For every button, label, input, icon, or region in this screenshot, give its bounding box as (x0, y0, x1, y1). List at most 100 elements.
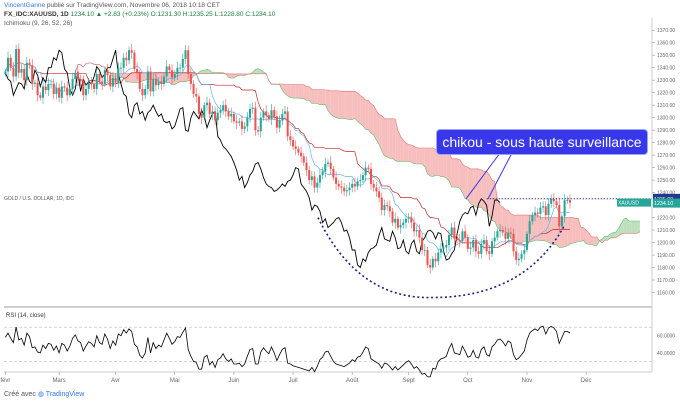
candle-body (238, 121, 241, 123)
candle-body (267, 115, 270, 119)
candle-body (262, 111, 265, 118)
brand-name[interactable]: TradingView (45, 391, 85, 398)
cloud-segment (309, 86, 312, 104)
candle-body (413, 222, 416, 232)
candle-body (184, 50, 187, 59)
x-tick-label: Oct (463, 378, 473, 384)
candle-body (501, 230, 504, 233)
candle-body (95, 73, 98, 89)
cloud-segment (282, 83, 285, 94)
candle-body (211, 111, 214, 114)
cloud-segment (298, 84, 302, 99)
candle-body (227, 111, 230, 117)
cloud-segment (354, 91, 358, 122)
candle-body (273, 110, 276, 117)
cloud-segment (384, 118, 388, 157)
candle-body (302, 156, 305, 163)
candle-body (58, 87, 61, 98)
candle-body (71, 78, 74, 89)
cloud-segment (338, 90, 342, 119)
candle-body (154, 78, 157, 86)
candle-body (372, 183, 375, 188)
cloud-segment (540, 217, 544, 241)
candle-body (517, 258, 520, 261)
cloud-segment (432, 147, 436, 177)
candle-body (490, 241, 494, 254)
candle-body (482, 240, 485, 244)
publish-text: publié sur TradingView.com, Novembre 06,… (46, 2, 220, 9)
candle-body (367, 167, 370, 169)
candle-body (47, 83, 50, 91)
cloud-segment (427, 147, 431, 176)
cloud-segment (518, 215, 522, 243)
candle-body (4, 71, 7, 74)
candle-body (480, 243, 483, 254)
candle-body (15, 48, 18, 77)
cloud-segment (379, 114, 382, 151)
cloud-segment (381, 115, 385, 156)
candle-body (165, 66, 168, 77)
candle-body (507, 232, 510, 239)
cloud-segment (344, 91, 347, 119)
cloud-segment (615, 228, 619, 238)
x-tick-label: Sept (402, 378, 415, 384)
candle-body (421, 237, 424, 251)
candle-body (329, 162, 332, 169)
candle-body (297, 148, 300, 153)
candle-body (399, 225, 402, 228)
candle-body (33, 82, 36, 84)
cloud-segment (438, 149, 441, 177)
candle-body (39, 95, 42, 98)
cloud-segment (567, 217, 570, 246)
candle-body (335, 177, 338, 184)
y-tick-label: 1260.00 (657, 166, 675, 172)
candle-body (28, 62, 31, 66)
y-tick-label: 1170.00 (657, 278, 675, 284)
cloud-segment (569, 217, 573, 244)
candle-body (499, 230, 502, 232)
candle-body (152, 78, 155, 92)
candle-body (361, 175, 364, 181)
candle-body (171, 70, 174, 78)
candle-body (337, 183, 340, 187)
candle-body (168, 66, 171, 71)
candle-body (450, 227, 453, 236)
candle-body (230, 113, 233, 117)
cloud-segment (583, 227, 587, 244)
cloud-segment (414, 146, 417, 164)
candle-body (17, 48, 20, 73)
candle-body (197, 96, 200, 114)
candle-body (195, 93, 198, 97)
candle-body (568, 200, 572, 203)
cloud-segment (467, 167, 471, 204)
ichimoku-label[interactable]: Ichimoku (9, 26, 52, 26) (4, 20, 73, 27)
cloud-segment (333, 90, 337, 118)
candle-body (257, 130, 260, 132)
candles (4, 43, 572, 274)
cloud-segment (599, 238, 603, 243)
candle-body (106, 70, 109, 76)
y-tick-label: 1350.00 (657, 53, 675, 59)
cloud-segment (341, 91, 345, 119)
cloud-segment (459, 159, 463, 193)
candle-body (192, 83, 195, 94)
candle-body (289, 136, 292, 141)
cloud-segment (575, 218, 579, 243)
cloud-segment (545, 217, 549, 243)
cloud-segment (604, 236, 608, 241)
candle-body (528, 221, 531, 234)
candle-body (426, 250, 429, 266)
candle-body (275, 116, 278, 128)
cloud-segment (395, 119, 398, 162)
candle-body (474, 240, 477, 252)
candle-body (111, 77, 114, 87)
y-tick-label: 1180.00 (657, 266, 675, 272)
cloud-segment (462, 163, 466, 199)
y-tick-label: 1300.00 (657, 116, 675, 122)
cloud-segment (586, 230, 589, 245)
candle-body (544, 206, 547, 216)
annotation-callout[interactable]: chikou - sous haute surveillance (436, 129, 648, 155)
author-link[interactable]: VincentGanne (4, 2, 46, 9)
cloud-segment (580, 226, 584, 242)
